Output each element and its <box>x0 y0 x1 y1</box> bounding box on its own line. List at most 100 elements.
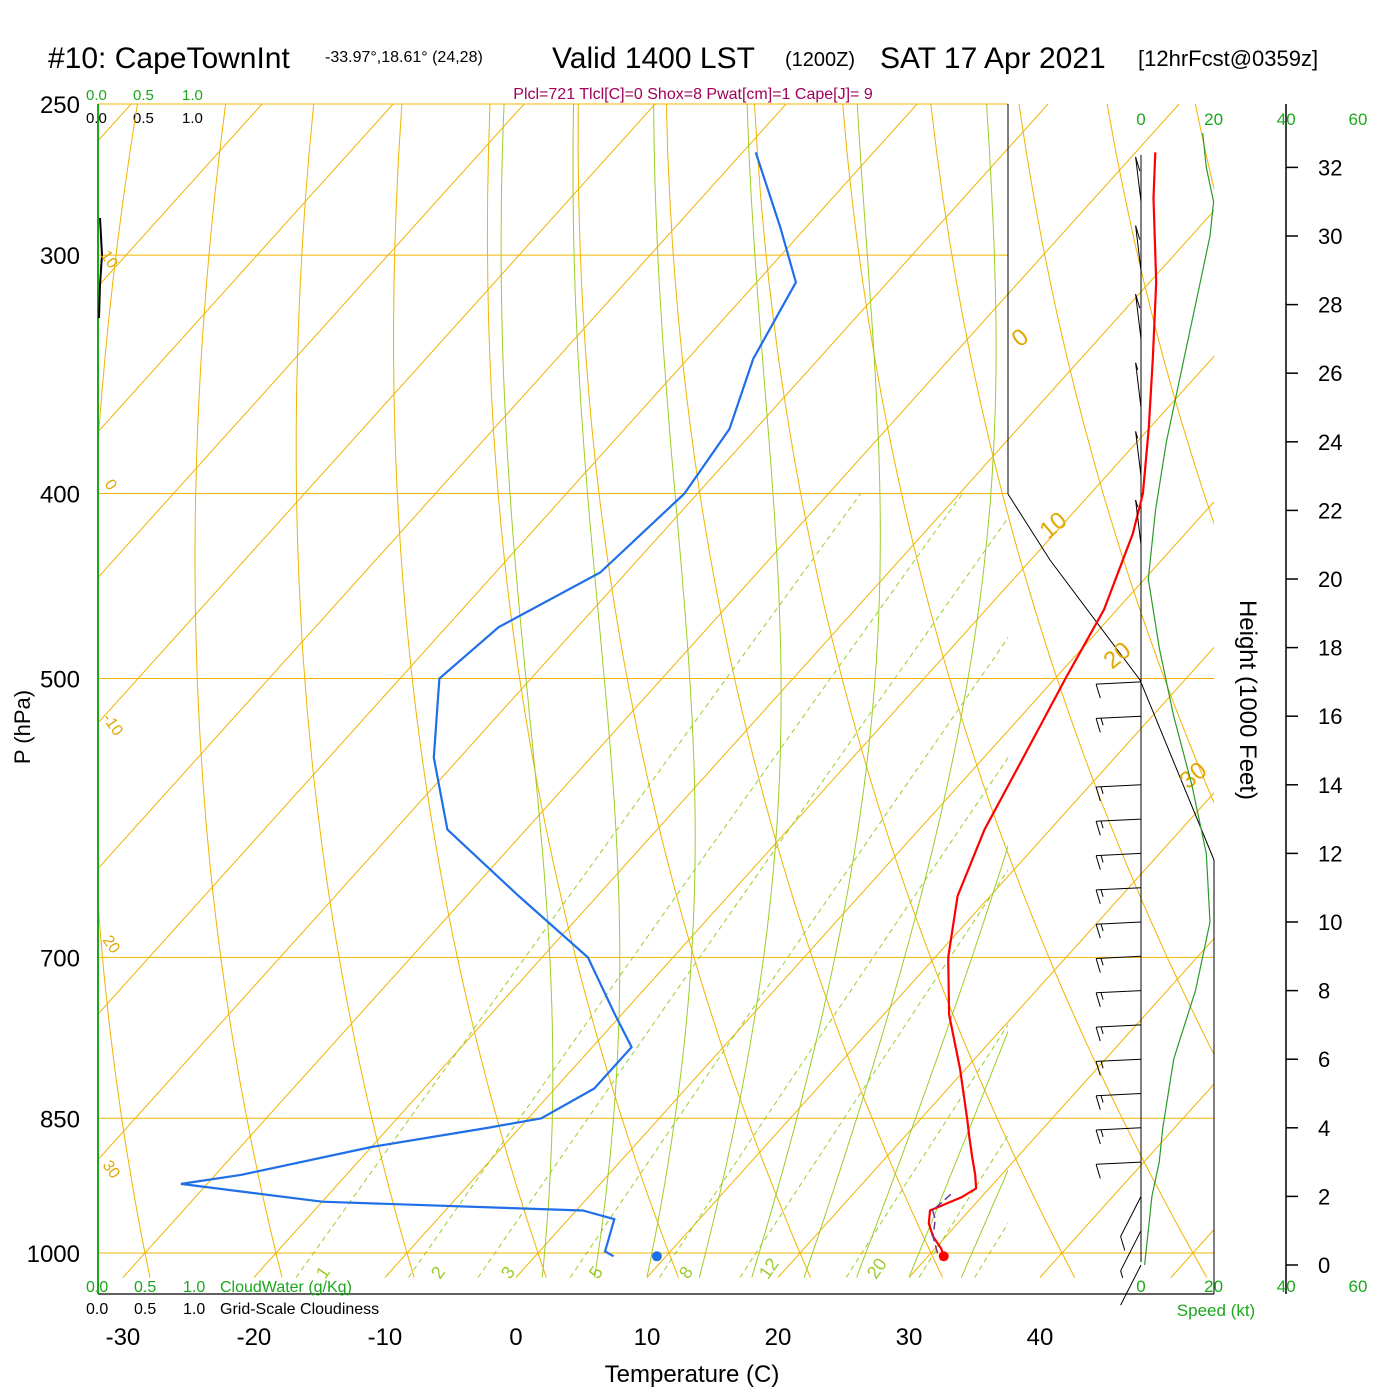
isotherm-label-right: 30 <box>1175 757 1213 795</box>
wind-barb-feather <box>1095 958 1101 973</box>
isotherm-label-right: 10 <box>1035 507 1073 545</box>
cloudiness-profile <box>98 217 104 319</box>
isotherm-line <box>515 501 1214 1278</box>
wind-barb-staff <box>1120 1264 1142 1306</box>
wind-speed-line <box>1144 133 1215 1266</box>
dry-adiabat-line <box>1194 104 1214 192</box>
wind-barb-staff <box>1096 1093 1142 1097</box>
speed-tick-top: 20 <box>1204 110 1223 129</box>
wind-barb-feather <box>1095 855 1101 870</box>
moist-adiabat-line <box>960 1169 1008 1278</box>
wind-speed-profile <box>1144 133 1215 1266</box>
isotherm-label: 0 <box>101 477 120 494</box>
zulu-time: (1200Z) <box>785 49 855 71</box>
height-tick-label: 2 <box>1318 1184 1330 1209</box>
cloudwater-tick-top: 0.5 <box>133 87 154 104</box>
isotherm-line <box>646 646 1214 1278</box>
moist-adiabat-line <box>751 104 881 1278</box>
height-tick-label: 14 <box>1318 773 1342 798</box>
plot-frame <box>97 103 1287 1295</box>
wind-barb-staff <box>1096 1024 1142 1028</box>
isotherm-label-right: 0 <box>1007 323 1035 352</box>
parcel-profile <box>931 1192 953 1254</box>
wind-barb-feather <box>1135 499 1139 508</box>
isotherm-line <box>98 104 656 724</box>
wind-barb-staff <box>1096 921 1142 925</box>
wind-barb-feather <box>1100 992 1104 1000</box>
dewpoint-profile <box>180 151 798 1258</box>
station-title: #10: CapeTownInt <box>48 42 290 75</box>
wind-barb-feather <box>1135 156 1141 172</box>
height-tick-label: 18 <box>1318 636 1342 661</box>
temperature-tick-label: -30 <box>106 1324 141 1351</box>
wind-barb-feather <box>1100 1026 1104 1035</box>
wind-barb-feather <box>1135 225 1141 240</box>
wind-barb-staff <box>1120 1196 1142 1237</box>
height-tick-label: 30 <box>1318 224 1342 249</box>
moist-adiabat-line <box>908 1030 1008 1278</box>
isotherm-line <box>908 937 1214 1278</box>
temperature-tick-label: 40 <box>1027 1324 1054 1351</box>
wind-barb-feather <box>1100 786 1104 794</box>
wind-barb-feather <box>1095 1061 1101 1076</box>
wind-barb-feather <box>1100 718 1104 726</box>
temperature-tick-label: 10 <box>634 1324 661 1351</box>
forecast-label: [12hrFcst@0359z] <box>1138 46 1318 71</box>
temperature-tick-label: 30 <box>896 1324 923 1351</box>
pressure-tick-label: 500 <box>40 667 80 694</box>
wind-barb-staff <box>1135 362 1142 408</box>
isotherm-line <box>1039 1083 1214 1278</box>
wind-barb-staff <box>1096 1058 1142 1062</box>
isobar-lines <box>98 103 1214 1254</box>
speed-tick-top: 0 <box>1136 110 1145 129</box>
wind-barb-staff <box>1096 784 1142 788</box>
dry-adiabat-line <box>98 104 151 1278</box>
dry-adiabat-line <box>577 104 811 1278</box>
isotherm-label-right: 20 <box>1099 637 1137 675</box>
isotherm-line <box>384 355 1214 1278</box>
moist-adiabat-line <box>856 844 1008 1278</box>
mixing-ratio-line <box>295 493 862 1278</box>
surface-dewpoint-dot <box>651 1251 662 1262</box>
cloudwater-tick-bottom: 0.5 <box>134 1279 156 1296</box>
cloudiness-tick-bottom: 1.0 <box>183 1301 205 1318</box>
y-axis-title: P (hPa) <box>10 690 35 764</box>
wind-barb-feather <box>1135 431 1139 439</box>
wind-barb-feather <box>1095 924 1101 939</box>
wind-barb-staff <box>1096 852 1142 857</box>
wind-barb-feather <box>1095 786 1101 802</box>
mixing-ratio-label: 2 <box>427 1263 449 1283</box>
pressure-tick-label: 1000 <box>27 1241 80 1268</box>
isotherm-line <box>98 104 1049 1161</box>
temperature-tick-label: 0 <box>509 1324 522 1351</box>
isotherm-line <box>98 104 394 433</box>
wind-barb-feather <box>1100 855 1104 863</box>
dry-adiabat-line <box>194 104 283 1278</box>
wind-barb-staff <box>1096 1127 1142 1131</box>
wind-barb-staff <box>1135 499 1142 545</box>
isotherm-line <box>253 210 1214 1278</box>
wind-barb-feather <box>1095 1164 1101 1179</box>
wind-barb-staff <box>1135 431 1142 477</box>
mixing-ratio-label: 12 <box>755 1254 783 1282</box>
height-tick-label: 16 <box>1318 704 1342 729</box>
wind-barb-feather <box>1100 923 1104 932</box>
temperature-profile <box>927 152 1158 1257</box>
dry-adiabat-line <box>1018 104 1214 804</box>
moist-adiabat-lines <box>500 104 1008 1278</box>
cloudiness-tick-top: 0.5 <box>133 110 154 127</box>
station-coords: -33.97°,18.61° (24,28) <box>325 49 483 66</box>
mixing-ratio-line <box>845 1023 1008 1278</box>
valid-date: SAT 17 Apr 2021 <box>880 42 1106 75</box>
wind-barb-feather <box>1120 1236 1126 1251</box>
speed-tick-top: 40 <box>1277 110 1296 129</box>
wind-barb-feather <box>1095 889 1101 905</box>
wind-barb-staff <box>1096 818 1142 822</box>
moist-adiabat-line <box>698 104 782 1278</box>
speed-tick-top: 60 <box>1349 110 1368 129</box>
wind-barb-feather <box>1100 958 1104 966</box>
wind-barb-feather <box>1100 889 1104 897</box>
x-axis-title: Temperature (C) <box>605 1361 780 1388</box>
